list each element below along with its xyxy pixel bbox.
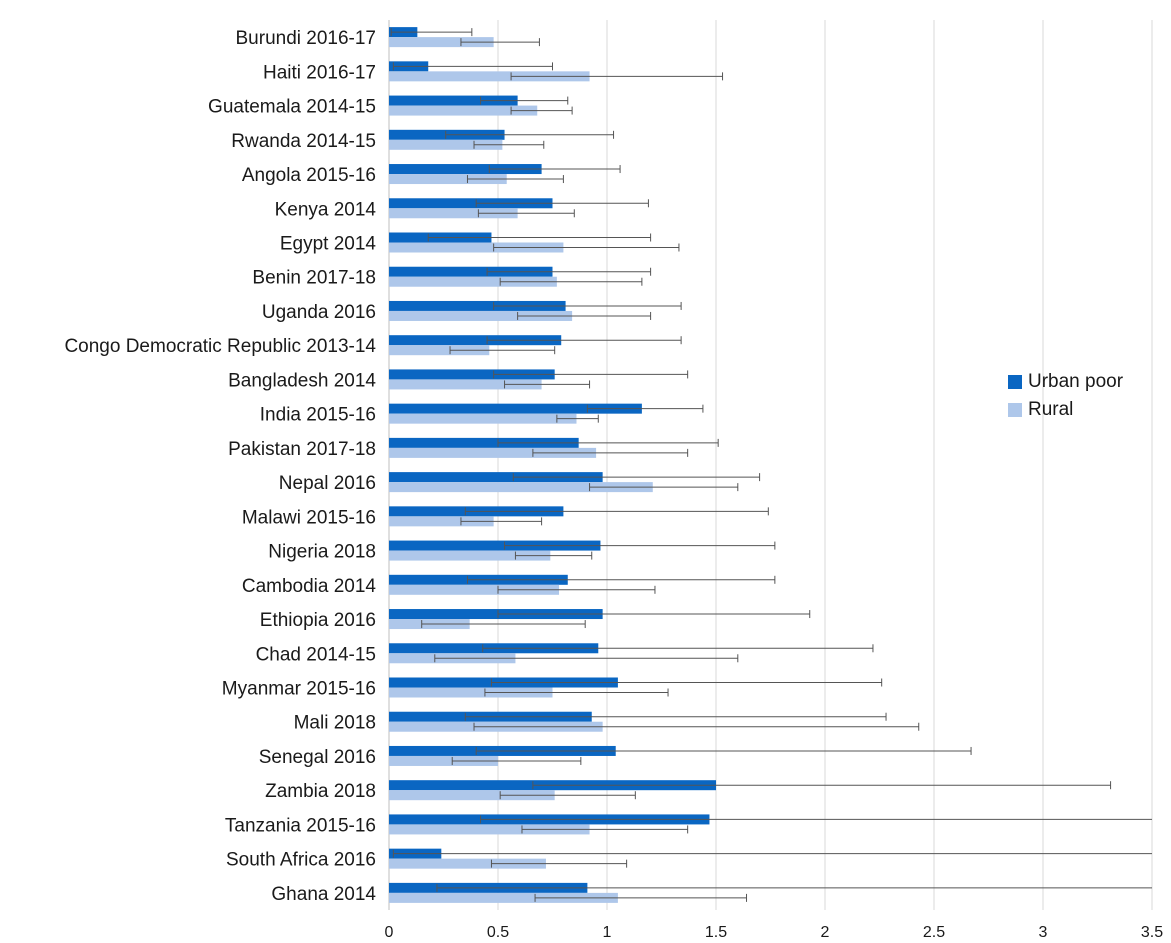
bar-urban-poor-kenya-2014 <box>389 198 553 209</box>
bar-rural-angola-2015-16 <box>389 174 507 185</box>
bar-rural-tanzania-2015-16 <box>389 824 590 835</box>
bar-rural-india-2015-16 <box>389 413 577 424</box>
bar-rural-burundi-2016-17 <box>389 37 494 48</box>
bar-urban-poor-angola-2015-16 <box>389 164 542 175</box>
bar-rural-pakistan-2017-18 <box>389 447 597 458</box>
category-label: Burundi 2016-17 <box>236 28 377 49</box>
bar-rural-nigeria-2018 <box>389 550 551 561</box>
category-label: Myanmar 2015-16 <box>222 679 376 700</box>
bar-rural-haiti-2016-17 <box>389 71 590 82</box>
legend-item-urban-poor: Urban poor <box>1008 368 1123 396</box>
legend-label-rural: Rural <box>1028 399 1074 420</box>
category-label: Tanzania 2015-16 <box>225 815 376 836</box>
bar-rural-uganda-2016 <box>389 310 573 321</box>
bar-rural-myanmar-2015-16 <box>389 687 553 698</box>
category-label: Benin 2017-18 <box>252 268 376 289</box>
bar-rural-nepal-2016 <box>389 482 653 493</box>
category-label: Ghana 2014 <box>271 884 376 905</box>
category-label: Ethiopia 2016 <box>260 610 376 631</box>
bar-rural-egypt-2014 <box>389 242 564 253</box>
bar-urban-poor-benin-2017-18 <box>389 266 553 277</box>
bar-rural-malawi-2015-16 <box>389 516 494 527</box>
bar-rural-kenya-2014 <box>389 208 518 219</box>
category-label: Guatemala 2014-15 <box>208 97 376 118</box>
legend-label-urban-poor: Urban poor <box>1028 371 1124 392</box>
bar-rural-zambia-2018 <box>389 790 555 801</box>
bar-rural-bangladesh-2014 <box>389 379 542 390</box>
category-label: Senegal 2016 <box>259 747 376 768</box>
category-label: Rwanda 2014-15 <box>231 131 376 152</box>
bar-urban-poor-uganda-2016 <box>389 300 566 311</box>
bar-rural-ghana-2014 <box>389 892 618 903</box>
bar-urban-poor-india-2015-16 <box>389 403 642 414</box>
category-label: Pakistan 2017-18 <box>228 439 376 460</box>
category-label: Malawi 2015-16 <box>242 507 376 528</box>
x-tick-label: 3 <box>1039 924 1048 941</box>
x-tick-label: 0.5 <box>487 924 509 941</box>
category-label: Haiti 2016-17 <box>263 62 376 83</box>
x-tick-label: 2 <box>821 924 830 941</box>
x-tick-label: 1.5 <box>705 924 727 941</box>
x-tick-label: 0 <box>385 924 394 941</box>
category-label: Cambodia 2014 <box>242 576 377 597</box>
category-label: India 2015-16 <box>260 405 376 426</box>
legend-swatch-urban-poor <box>1008 375 1022 389</box>
bar-urban-poor-pakistan-2017-18 <box>389 437 579 448</box>
category-label: Nepal 2016 <box>279 473 376 494</box>
bar-rural-senegal-2016 <box>389 755 498 766</box>
bar-rural-benin-2017-18 <box>389 276 557 287</box>
bar-urban-poor-nigeria-2018 <box>389 540 601 551</box>
bar-rural-south-africa-2016 <box>389 858 546 869</box>
legend-item-rural: Rural <box>1008 396 1123 424</box>
legend: Urban poor Rural <box>1008 368 1123 424</box>
x-tick-label: 3.5 <box>1141 924 1163 941</box>
category-label: Bangladesh 2014 <box>228 370 376 391</box>
x-tick-label: 1 <box>603 924 612 941</box>
bar-urban-poor-ethiopia-2016 <box>389 609 603 620</box>
bar-urban-poor-nepal-2016 <box>389 472 603 483</box>
bar-rural-cambodia-2014 <box>389 584 560 595</box>
category-label: Angola 2015-16 <box>242 165 376 186</box>
category-label: Chad 2014-15 <box>256 644 376 665</box>
bar-rural-guatemala-2014-15 <box>389 105 538 116</box>
category-label: Zambia 2018 <box>265 781 376 802</box>
bar-rural-rwanda-2014-15 <box>389 139 503 150</box>
category-label: Nigeria 2018 <box>268 542 376 563</box>
category-label: Kenya 2014 <box>275 199 377 220</box>
category-label: South Africa 2016 <box>226 850 376 871</box>
category-label: Egypt 2014 <box>280 234 377 255</box>
bar-urban-poor-guatemala-2014-15 <box>389 95 518 106</box>
x-tick-label: 2.5 <box>923 924 945 941</box>
bar-rural-congo-democratic-republic-2013-14 <box>389 345 490 356</box>
bar-urban-poor-congo-democratic-republic-2013-14 <box>389 335 562 346</box>
bar-urban-poor-bangladesh-2014 <box>389 369 555 380</box>
legend-swatch-rural <box>1008 403 1022 417</box>
category-label: Mali 2018 <box>294 713 376 734</box>
category-label: Congo Democratic Republic 2013-14 <box>64 336 376 357</box>
category-label: Uganda 2016 <box>262 302 376 323</box>
